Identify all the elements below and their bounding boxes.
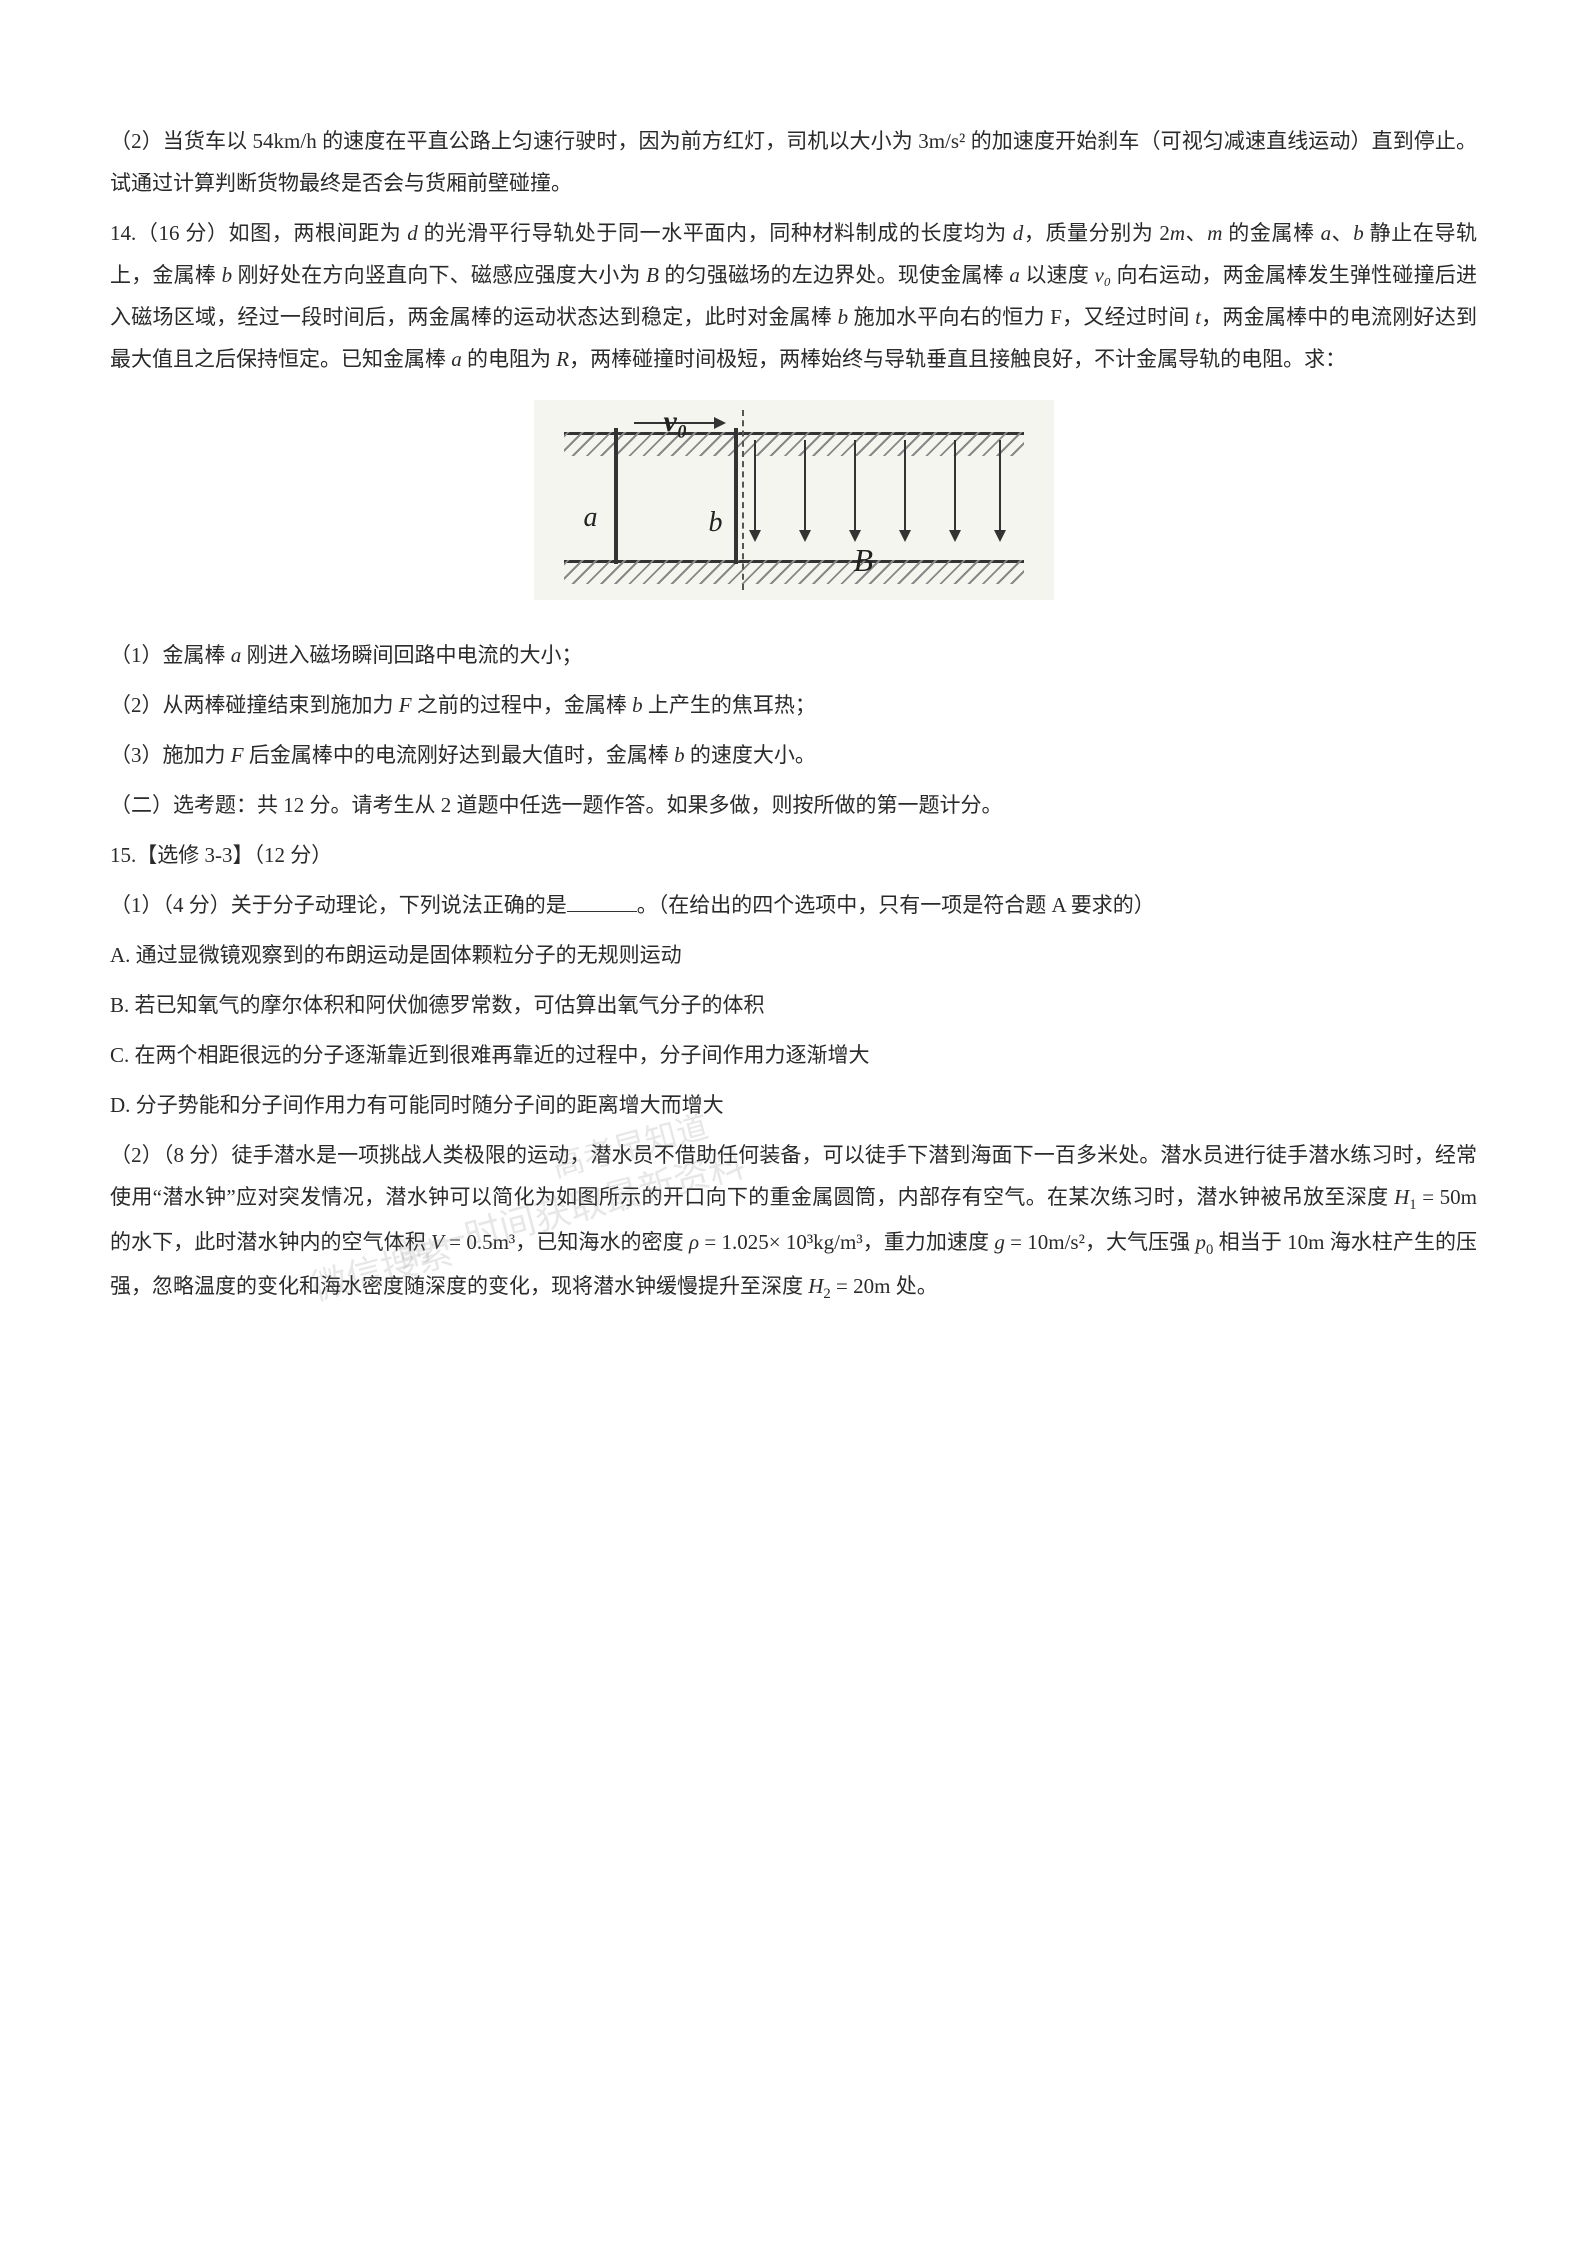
q14-sub3-a: （3）施加力: [110, 743, 231, 767]
section2-text: （二）选考题：共 12 分。请考生从 2 道题中任选一题作答。如果多做，则按所做…: [110, 793, 1003, 817]
q15-header: 15.【选修 3-3】（12 分）: [110, 843, 332, 867]
var-g: g: [994, 1230, 1005, 1254]
rho-val: = 1.025× 10³kg/m³: [699, 1230, 863, 1254]
q14-t4: 的金属棒: [1222, 221, 1320, 245]
var-d: d: [407, 221, 418, 245]
q13-2-text: （2）当货车以 54km/h 的速度在平直公路上匀速行驶时，因为前方红灯，司机以…: [110, 129, 1477, 195]
var-F: F: [399, 693, 412, 717]
q14-t1: 的光滑平行导轨处于同一水平面内，同种材料制成的长度均为: [418, 221, 1013, 245]
physics-diagram: v₀ a b B: [534, 400, 1054, 600]
q14-t14: ，两棒碰撞时间极短，两棒始终与导轨垂直且接触良好，不计金属导轨的电阻。求：: [569, 347, 1346, 371]
q14-sub2-b: 之前的过程中，金属棒: [412, 693, 633, 717]
q15-sub1-suffix: 。（在给出的四个选项中，只有一项是符合题 A 要求的）: [637, 893, 1155, 917]
var-b: b: [1353, 221, 1364, 245]
var-b: b: [632, 693, 643, 717]
q14-sub1-a: （1）金属棒: [110, 643, 231, 667]
q14-sub2-c: 上产生的焦耳热；: [643, 693, 816, 717]
magnetic-field-arrows: [744, 440, 1014, 560]
watermark-region: （1）金属棒 a 刚进入磁场瞬间回路中电流的大小； （2）从两棒碰撞结束到施加力…: [110, 634, 1477, 1126]
q15-sub2-e: ，大气压强: [1085, 1230, 1196, 1254]
q14-sub3-c: 的速度大小。: [685, 743, 816, 767]
H2-val: = 20m: [831, 1274, 891, 1298]
var-H2-sub: 2: [823, 1286, 830, 1302]
question-14-stem: 14.（16 分）如图，两根间距为 d 的光滑平行导轨处于同一水平面内，同种材料…: [110, 212, 1477, 380]
q15-sub2-a: （2）（8 分）徒手潜水是一项挑战人类极限的运动，潜水员不借助任何装备，可以徒手…: [110, 1143, 1477, 1209]
q14-t7: 刚好处在方向竖直向下、磁感应强度大小为: [232, 263, 646, 287]
var-B: B: [646, 263, 659, 287]
var-b: b: [674, 743, 685, 767]
q14-sub1-b: 刚进入磁场瞬间回路中电流的大小；: [241, 643, 582, 667]
var-a: a: [451, 347, 462, 371]
H1-val: = 50m: [1417, 1185, 1477, 1209]
q15-sub2-c: ，已知海水的密度: [515, 1230, 689, 1254]
var-m: m: [1170, 221, 1185, 245]
mag-arrow: [854, 440, 856, 540]
var-F: F: [231, 743, 244, 767]
var-p0: p: [1196, 1230, 1207, 1254]
question-15-sub1: （1）（4 分）关于分子动理论，下列说法正确的是 。（在给出的四个选项中，只有一项…: [110, 884, 1477, 926]
section-2-header: （二）选考题：共 12 分。请考生从 2 道题中任选一题作答。如果多做，则按所做…: [110, 784, 1477, 826]
var-d: d: [1013, 221, 1024, 245]
q14-t8: 的匀强磁场的左边界处。现使金属棒: [659, 263, 1009, 287]
q14-t3: 、: [1185, 221, 1207, 245]
question-14-figure: v₀ a b B: [110, 400, 1477, 614]
var-m: m: [1207, 221, 1222, 245]
var-a: a: [1321, 221, 1332, 245]
q14-t13: 的电阻为: [462, 347, 557, 371]
label-a: a: [584, 490, 598, 546]
label-b: b: [709, 495, 723, 551]
var-H2: H: [808, 1274, 823, 1298]
q15-sub2-b: 的水下，此时潜水钟内的空气体积: [110, 1230, 431, 1254]
var-H1: H: [1394, 1185, 1409, 1209]
option-A: A. 通过显微镜观察到的布朗运动是固体颗粒分子的无规则运动: [110, 934, 1477, 976]
var-R: R: [556, 347, 569, 371]
question-13-part2: （2）当货车以 54km/h 的速度在平直公路上匀速行驶时，因为前方红灯，司机以…: [110, 120, 1477, 204]
mag-arrow: [904, 440, 906, 540]
q14-sub2-a: （2）从两棒碰撞结束到施加力: [110, 693, 399, 717]
label-v0: v₀: [664, 392, 688, 452]
q14-sub3-b: 后金属棒中的电流刚好达到最大值时，金属棒: [244, 743, 675, 767]
rod-a: [614, 428, 618, 564]
question-14-sub1: （1）金属棒 a 刚进入磁场瞬间回路中电流的大小；: [110, 634, 1477, 676]
var-v0: v₀: [1094, 263, 1111, 287]
answer-blank: [567, 887, 637, 912]
rail-texture-bottom: [564, 560, 1024, 584]
var-a: a: [231, 643, 242, 667]
q14-t11: 施加水平向右的恒力 F，又经过时间: [848, 305, 1195, 329]
q15-sub2-g: 处。: [890, 1274, 937, 1298]
q14-prefix: 14.（16 分）如图，两根间距为: [110, 221, 407, 245]
var-b: b: [838, 305, 849, 329]
var-b: b: [222, 263, 233, 287]
q14-t5: 、: [1331, 221, 1353, 245]
q15-sub2-d: ，重力加速度: [863, 1230, 995, 1254]
g-val: = 10m/s²: [1005, 1230, 1085, 1254]
mag-arrow: [999, 440, 1001, 540]
mag-arrow: [804, 440, 806, 540]
option-B: B. 若已知氧气的摩尔体积和阿伏伽德罗常数，可估算出氧气分子的体积: [110, 984, 1477, 1026]
question-14-sub2: （2）从两棒碰撞结束到施加力 F 之前的过程中，金属棒 b 上产生的焦耳热；: [110, 684, 1477, 726]
mag-arrow: [954, 440, 956, 540]
V-val: = 0.5m³: [444, 1230, 515, 1254]
var-V: V: [431, 1230, 444, 1254]
option-D: D. 分子势能和分子间作用力有可能同时随分子间的距离增大而增大: [110, 1084, 1477, 1126]
q14-t2: ，质量分别为 2: [1023, 221, 1170, 245]
rod-b: [734, 428, 738, 564]
mag-arrow: [754, 440, 756, 540]
var-a: a: [1009, 263, 1020, 287]
question-14-sub3: （3）施加力 F 后金属棒中的电流刚好达到最大值时，金属棒 b 的速度大小。: [110, 734, 1477, 776]
question-15-sub2: （2）（8 分）徒手潜水是一项挑战人类极限的运动，潜水员不借助任何装备，可以徒手…: [110, 1134, 1477, 1310]
var-rho: ρ: [689, 1230, 699, 1254]
var-H1-sub: 1: [1409, 1197, 1416, 1213]
q14-t9: 以速度: [1020, 263, 1095, 287]
option-C: C. 在两个相距很远的分子逐渐靠近到很难再靠近的过程中，分子间作用力逐渐增大: [110, 1034, 1477, 1076]
question-15-header: 15.【选修 3-3】（12 分）: [110, 834, 1477, 876]
q15-sub1-prefix: （1）（4 分）关于分子动理论，下列说法正确的是: [110, 893, 567, 917]
